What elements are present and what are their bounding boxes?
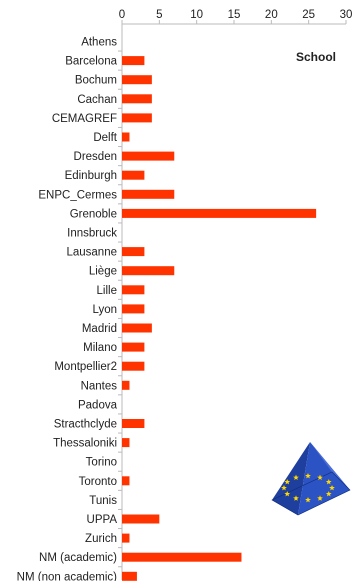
category-label: Stracthclyde	[54, 419, 117, 431]
category-labels: Athens Barcelona Bochum Cachan CEMAGREF Delft…	[17, 37, 122, 581]
star-icon	[281, 485, 287, 491]
category-label: Innsbruck	[67, 228, 117, 240]
bar	[122, 208, 317, 218]
category-label: Padova	[78, 399, 118, 411]
bar	[122, 533, 130, 543]
bar	[122, 151, 175, 161]
category-label: Thessaloniki	[53, 438, 117, 450]
bar	[122, 419, 145, 428]
star-icon	[293, 495, 299, 501]
bar	[122, 285, 145, 295]
category-label: Cachan	[77, 94, 117, 106]
bar	[122, 380, 130, 390]
bar	[122, 514, 160, 524]
category-label: Athens	[81, 37, 117, 49]
bar	[122, 571, 137, 581]
category-label: Lille	[97, 285, 117, 297]
bar	[122, 552, 242, 562]
bar	[122, 323, 152, 333]
legend-label: School	[296, 50, 336, 64]
star-icon	[329, 485, 335, 491]
star-icon	[293, 474, 299, 480]
bar	[122, 94, 152, 104]
bar	[122, 476, 130, 486]
x-tick-label: 20	[265, 9, 278, 21]
star-icon	[305, 473, 311, 479]
bar	[122, 170, 145, 180]
category-label: Barcelona	[65, 56, 117, 68]
x-tick-label: 30	[340, 9, 353, 21]
bar	[122, 304, 145, 314]
x-tick-label: 5	[156, 9, 162, 21]
category-label: Montpellier2	[54, 361, 117, 373]
star-icon	[325, 479, 332, 485]
eu-pyramid-icon	[271, 442, 351, 516]
category-label: Dresden	[74, 151, 117, 163]
star-icon	[305, 497, 311, 503]
category-label: Lyon	[92, 304, 117, 316]
bar	[122, 361, 145, 371]
bars	[122, 56, 317, 581]
category-label: UPPA	[87, 514, 118, 526]
star-icon	[317, 495, 323, 501]
category-label: CEMAGREF	[52, 113, 117, 125]
bar	[122, 342, 145, 352]
category-label: Madrid	[82, 323, 117, 335]
category-label: Lausanne	[66, 247, 117, 259]
bar	[122, 266, 175, 276]
x-axis-ticks: 0 5 10 15 20 25 30	[119, 9, 353, 24]
category-label: Toronto	[79, 476, 117, 488]
category-label: Bochum	[75, 75, 117, 87]
bar	[122, 132, 130, 142]
x-tick-label: 15	[228, 9, 241, 21]
bar	[122, 247, 145, 257]
x-tick-label: 0	[119, 9, 125, 21]
category-label: Nantes	[81, 380, 118, 392]
star-icon	[284, 491, 291, 497]
star-icon	[325, 491, 332, 497]
category-label: Milano	[83, 342, 117, 354]
category-label: Tunis	[89, 495, 117, 507]
x-tick-label: 25	[302, 9, 315, 21]
category-label: Delft	[93, 132, 117, 144]
category-label: Liège	[89, 266, 117, 278]
x-tick-label: 10	[190, 9, 203, 21]
bar	[122, 75, 152, 85]
star-icon	[284, 479, 291, 485]
bar	[122, 113, 152, 123]
category-label: Zurich	[85, 533, 117, 545]
star-icon	[317, 474, 323, 480]
category-label: NM (academic)	[39, 552, 117, 564]
bar	[122, 189, 175, 199]
bar	[122, 56, 145, 66]
category-label: Edinburgh	[65, 170, 117, 182]
category-label: Torino	[86, 457, 117, 469]
bar	[122, 438, 130, 448]
category-label: Grenoble	[70, 208, 117, 220]
category-label: NM (non academic)	[17, 571, 118, 581]
category-label: ENPC_Cermes	[38, 189, 117, 201]
